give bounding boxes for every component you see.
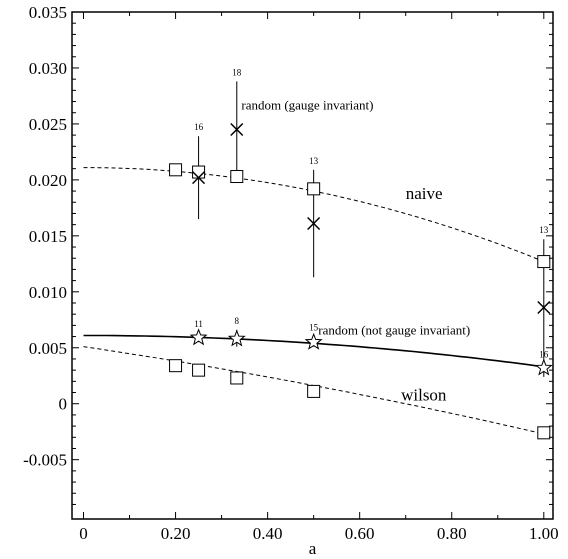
- annotation-label: random (not gauge invariant): [318, 322, 470, 337]
- plot-frame: [71, 11, 554, 520]
- cross-marker: [307, 216, 321, 231]
- axis-ticks: [72, 11, 553, 519]
- y-tick-label: 0.035: [29, 3, 67, 22]
- count-label: 16: [539, 349, 549, 359]
- star-marker: [227, 329, 246, 347]
- count-label: 11: [194, 319, 203, 329]
- square-marker: [230, 371, 244, 385]
- y-tick-label: 0: [59, 395, 68, 414]
- square-marker: [537, 426, 551, 440]
- y-tick-label: 0.020: [29, 171, 67, 190]
- square-marker: [192, 165, 206, 179]
- count-label: 13: [309, 156, 319, 166]
- square-marker: [307, 384, 321, 398]
- y-tick-label: 0.015: [29, 227, 67, 246]
- annotation-label: naive: [406, 184, 443, 203]
- data-markers: [169, 122, 553, 440]
- x-axis-title: a: [309, 539, 317, 558]
- y-tick-label: 0.025: [29, 115, 67, 134]
- x-tick-label: 1.00: [529, 524, 559, 543]
- x-tick-label: 0.20: [161, 524, 191, 543]
- y-tick-label: 0.005: [29, 339, 67, 358]
- x-tick-label: 0: [79, 524, 88, 543]
- axis-tick-labels: 0 0.20 0.40 0.60 0.80 1.00 -0.005 0 0.005 0.010 0.…: [23, 3, 559, 543]
- star-marker: [304, 332, 323, 350]
- count-label: 8: [235, 316, 240, 326]
- y-tick-label: 0.010: [29, 283, 67, 302]
- y-tick-label: 0.030: [29, 59, 67, 78]
- y-tick-label: -0.005: [23, 451, 67, 470]
- cross-marker: [192, 171, 206, 185]
- count-label: 13: [539, 225, 549, 235]
- annotation-label: random (gauge invariant): [241, 97, 373, 112]
- square-marker: [169, 359, 183, 373]
- x-tick-label: 0.80: [437, 524, 467, 543]
- cross-marker: [537, 300, 551, 315]
- square-marker: [230, 170, 244, 184]
- annotation-label: wilson: [401, 385, 447, 404]
- x-tick-label: 0.40: [253, 524, 283, 543]
- annotations: naive wilson random (gauge invariant) rando…: [241, 97, 470, 404]
- x-tick-label: 0.60: [345, 524, 375, 543]
- square-marker: [537, 255, 551, 269]
- star-marker: [189, 328, 208, 346]
- cross-marker: [230, 122, 244, 137]
- count-labels: 16 18 13 13 11 8 15 16: [194, 67, 549, 359]
- square-marker: [169, 163, 183, 177]
- square-marker: [192, 363, 206, 377]
- star-marker: [534, 358, 553, 376]
- count-label: 18: [232, 67, 242, 77]
- count-label: 15: [309, 323, 319, 333]
- count-label: 16: [194, 122, 204, 132]
- square-marker: [307, 182, 321, 196]
